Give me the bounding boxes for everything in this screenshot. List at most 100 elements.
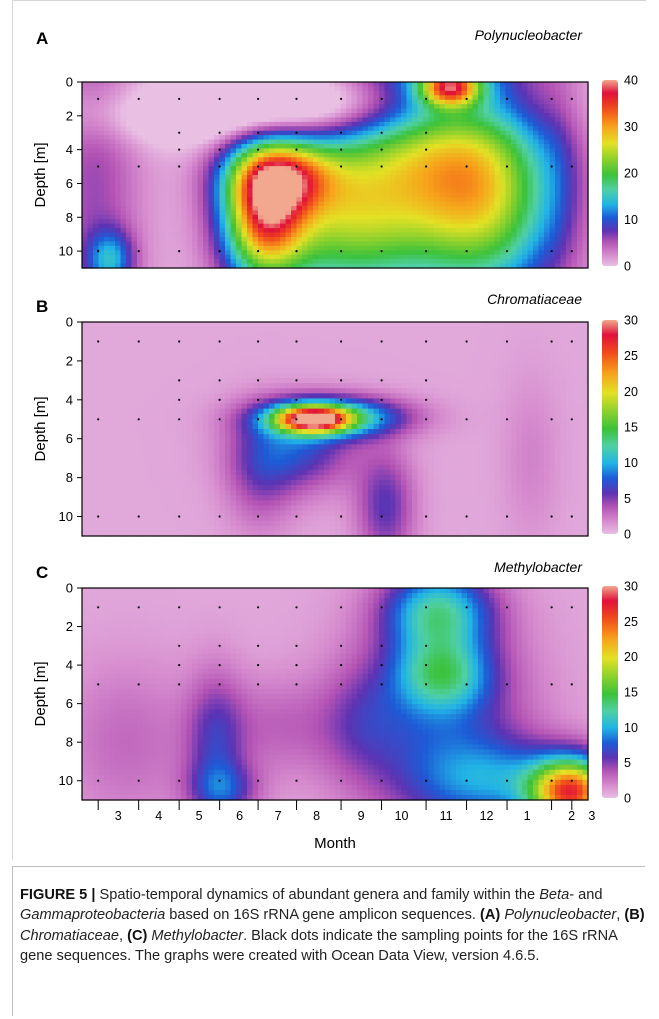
sampling-point	[380, 683, 383, 686]
panel-label: C	[36, 563, 48, 582]
sampling-point	[425, 418, 428, 421]
sampling-point	[218, 779, 221, 782]
heatmap-field	[82, 322, 589, 537]
x-tick-label: 7	[275, 809, 282, 823]
sampling-point	[257, 515, 260, 518]
colorbar-tick-label: 15	[624, 421, 638, 435]
caption-text-3: based on 16S rRNA gene amplicon sequence…	[165, 907, 480, 924]
y-axis-label: Depth [m]	[32, 661, 49, 726]
panel-title: Polynucleobacter	[475, 27, 584, 43]
sampling-point	[380, 131, 383, 134]
caption-text-2: - and	[569, 887, 603, 903]
y-tick-label: 0	[66, 315, 73, 330]
colorbar-tick-label: 10	[624, 213, 638, 227]
sampling-point	[295, 131, 298, 134]
panel-b: 0 2 4 6 8 10 Depth [m] B Chromatiaceae 0 5 10 15 20 25…	[32, 291, 638, 542]
sampling-point	[340, 515, 343, 518]
sampling-point	[340, 779, 343, 782]
sampling-point	[178, 148, 181, 151]
sampling-point	[218, 97, 221, 100]
sampling-point	[550, 515, 553, 518]
y-tick-label: 0	[66, 581, 73, 596]
sampling-point	[97, 250, 100, 253]
sampling-point	[380, 779, 383, 782]
sampling-point	[380, 644, 383, 647]
sampling-point	[570, 779, 573, 782]
sampling-point	[380, 165, 383, 168]
colorbar-tick-label: 0	[624, 528, 631, 542]
sampling-point	[380, 515, 383, 518]
sampling-point	[257, 379, 260, 382]
sampling-point	[340, 379, 343, 382]
sampling-point	[178, 165, 181, 168]
sampling-point	[425, 606, 428, 609]
sampling-point	[218, 398, 221, 401]
sampling-point	[380, 398, 383, 401]
sampling-point	[178, 418, 181, 421]
sampling-point	[340, 165, 343, 168]
y-tick-label: 2	[66, 108, 73, 123]
sampling-point	[425, 340, 428, 343]
sampling-point	[178, 340, 181, 343]
sampling-point	[257, 131, 260, 134]
sampling-point	[295, 606, 298, 609]
sampling-point	[425, 148, 428, 151]
caption-b-name: Chromatiaceae	[20, 927, 119, 944]
colorbar-tick-label: 30	[624, 120, 638, 134]
colorbar-tick-label: 25	[624, 615, 638, 629]
sampling-point	[218, 606, 221, 609]
sampling-point	[97, 606, 100, 609]
sampling-point	[178, 515, 181, 518]
sampling-point	[380, 148, 383, 151]
x-tick-label: 11	[440, 809, 453, 823]
sampling-point	[218, 131, 221, 134]
sampling-point	[257, 340, 260, 343]
colorbar-tick-label: 30	[624, 314, 638, 328]
sampling-point	[380, 418, 383, 421]
sampling-point	[570, 418, 573, 421]
y-tick-label: 4	[66, 142, 73, 157]
x-tick-label: 1	[524, 809, 531, 823]
y-tick-label: 10	[59, 509, 73, 524]
caption-text-6: . Black dots indicate the sampling point…	[20, 927, 618, 965]
caption-c-label: (C)	[127, 927, 148, 944]
caption-beta: Beta	[539, 887, 570, 903]
plot-frame	[81, 81, 589, 269]
sampling-point	[295, 165, 298, 168]
y-tick-label: 6	[66, 431, 73, 446]
sampling-point	[340, 418, 343, 421]
sampling-point	[137, 606, 140, 609]
colorbar-tick-label: 20	[624, 385, 638, 399]
sampling-point	[465, 606, 468, 609]
sampling-point	[505, 250, 509, 253]
colorbar-tick-label: 5	[624, 756, 631, 770]
sampling-point	[570, 606, 573, 609]
panel-a: 0 2 4 6 8 10 Depth [m] A Polynucleobacter 0 10 20 30…	[32, 27, 638, 274]
colorbar	[602, 320, 618, 534]
sampling-point	[218, 644, 221, 647]
sampling-point	[425, 664, 428, 667]
sampling-point	[295, 379, 298, 382]
sampling-points	[97, 340, 573, 518]
sampling-point	[295, 779, 298, 782]
sampling-point	[570, 515, 573, 518]
sampling-point	[178, 644, 181, 647]
panel-label: B	[36, 297, 48, 316]
sampling-point	[570, 97, 573, 100]
y-tick-label: 8	[66, 210, 73, 225]
sampling-point	[425, 644, 428, 647]
y-tick-label: 4	[66, 392, 73, 407]
sampling-point	[425, 165, 428, 168]
sampling-point	[257, 644, 260, 647]
y-tick-label: 2	[66, 353, 73, 368]
caption-a-label: (A)	[479, 907, 501, 924]
sampling-point	[505, 515, 509, 518]
y-tick-label: 6	[66, 176, 73, 191]
sampling-point	[178, 97, 181, 100]
sampling-point	[218, 418, 221, 421]
sampling-point	[218, 340, 221, 343]
sampling-point	[178, 664, 181, 667]
sampling-point	[505, 340, 509, 343]
sampling-point	[178, 250, 181, 253]
